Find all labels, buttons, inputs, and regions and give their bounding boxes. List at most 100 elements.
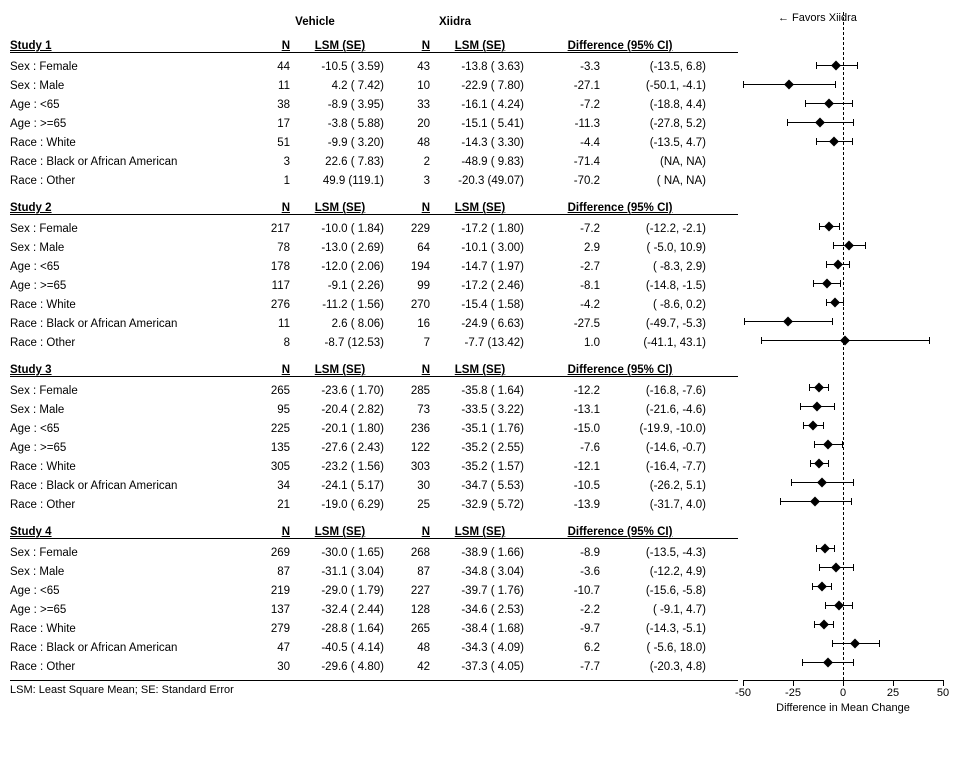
cell-n-vehicle: 135: [250, 442, 290, 454]
cell-diff: -70.2: [530, 175, 600, 187]
cell-ci: (-16.4, -7.7): [600, 461, 710, 473]
row-label: Sex : Female: [10, 223, 250, 235]
cell-lsm-xiidra: -35.2 ( 1.57): [430, 461, 530, 473]
study-title: Study 3: [10, 364, 250, 376]
study-header: Study 2NLSM (SE)NLSM (SE)Difference (95%…: [10, 196, 738, 215]
cell-lsm-xiidra: -17.2 ( 2.46): [430, 280, 530, 292]
cell-n-vehicle: 137: [250, 604, 290, 616]
cell-lsm-vehicle: -23.6 ( 1.70): [290, 385, 390, 397]
table-row: Race : Black or African American34-24.1 …: [10, 476, 738, 495]
cell-n-vehicle: 11: [250, 80, 290, 92]
forest-plot-figure: Vehicle Xiidra Study 1NLSM (SE)NLSM (SE)…: [10, 12, 950, 716]
table-row: Age : >=65117-9.1 ( 2.26)99-17.2 ( 2.46)…: [10, 276, 738, 295]
cell-lsm-vehicle: -30.0 ( 1.65): [290, 547, 390, 559]
cell-lsm-xiidra: -38.4 ( 1.68): [430, 623, 530, 635]
axis-tick-label: -50: [735, 687, 751, 699]
cell-ci: (-13.5, -4.3): [600, 547, 710, 559]
cell-n-vehicle: 178: [250, 261, 290, 273]
cell-ci: (-15.6, -5.8): [600, 585, 710, 597]
cell-lsm-vehicle: -8.9 ( 3.95): [290, 99, 390, 111]
table-row: Race : White279-28.8 ( 1.64)265-38.4 ( 1…: [10, 619, 738, 638]
col-n: N: [390, 364, 430, 376]
cell-n-xiidra: 3: [390, 175, 430, 187]
axis-tick-label: 50: [937, 687, 949, 699]
row-label: Race : Other: [10, 175, 250, 187]
row-label: Race : White: [10, 137, 250, 149]
table-row: Sex : Female265-23.6 ( 1.70)285-35.8 ( 1…: [10, 381, 738, 400]
axis-tick-label: 25: [887, 687, 899, 699]
axis-title: Difference in Mean Change: [738, 702, 948, 714]
study-header: Study 1NLSM (SE)NLSM (SE)Difference (95%…: [10, 34, 738, 53]
col-n: N: [250, 40, 290, 52]
table-row: Race : Other8-8.7 (12.53)7-7.7 (13.42)1.…: [10, 333, 738, 352]
row-label: Race : Black or African American: [10, 156, 250, 168]
cell-n-vehicle: 225: [250, 423, 290, 435]
cell-n-vehicle: 38: [250, 99, 290, 111]
table-row: Race : White51-9.9 ( 3.20)48-14.3 ( 3.30…: [10, 133, 738, 152]
row-label: Race : Other: [10, 661, 250, 673]
row-label: Race : Other: [10, 499, 250, 511]
cell-lsm-xiidra: -15.1 ( 5.41): [430, 118, 530, 130]
cell-diff: -3.6: [530, 566, 600, 578]
cell-n-xiidra: 64: [390, 242, 430, 254]
row-label: Sex : Female: [10, 547, 250, 559]
cell-n-xiidra: 194: [390, 261, 430, 273]
col-n: N: [250, 526, 290, 538]
col-n: N: [250, 364, 290, 376]
cell-lsm-vehicle: -31.1 ( 3.04): [290, 566, 390, 578]
row-label: Race : Black or African American: [10, 480, 250, 492]
cell-n-vehicle: 1: [250, 175, 290, 187]
cell-lsm-vehicle: -8.7 (12.53): [290, 337, 390, 349]
table-row: Age : >=6517-3.8 ( 5.88)20-15.1 ( 5.41)-…: [10, 114, 738, 133]
cell-ci: (-12.2, 4.9): [600, 566, 710, 578]
col-n: N: [390, 40, 430, 52]
cell-n-xiidra: 42: [390, 661, 430, 673]
cell-n-xiidra: 33: [390, 99, 430, 111]
cell-ci: ( -8.3, 2.9): [600, 261, 710, 273]
cell-n-xiidra: 10: [390, 80, 430, 92]
cell-lsm-xiidra: -35.1 ( 1.76): [430, 423, 530, 435]
cell-n-vehicle: 265: [250, 385, 290, 397]
cell-n-xiidra: 229: [390, 223, 430, 235]
cell-n-xiidra: 99: [390, 280, 430, 292]
col-n: N: [250, 202, 290, 214]
cell-ci: (-27.8, 5.2): [600, 118, 710, 130]
cell-ci: (-13.5, 6.8): [600, 61, 710, 73]
axis-tick-label: 0: [840, 687, 846, 699]
cell-lsm-xiidra: -15.4 ( 1.58): [430, 299, 530, 311]
col-lsm-se: LSM (SE): [290, 526, 390, 538]
study-title: Study 4: [10, 526, 250, 538]
col-lsm-se: LSM (SE): [430, 364, 530, 376]
table-row: Race : Other21-19.0 ( 6.29)25-32.9 ( 5.7…: [10, 495, 738, 514]
cell-lsm-vehicle: -40.5 ( 4.14): [290, 642, 390, 654]
cell-lsm-xiidra: -34.8 ( 3.04): [430, 566, 530, 578]
cell-n-xiidra: 25: [390, 499, 430, 511]
cell-diff: 1.0: [530, 337, 600, 349]
cell-n-xiidra: 87: [390, 566, 430, 578]
cell-ci: (-41.1, 43.1): [600, 337, 710, 349]
cell-lsm-vehicle: -23.2 ( 1.56): [290, 461, 390, 473]
cell-diff: -27.1: [530, 80, 600, 92]
top-headers: Vehicle Xiidra: [10, 12, 738, 28]
table-row: Race : Black or African American47-40.5 …: [10, 638, 738, 657]
row-label: Age : >=65: [10, 280, 250, 292]
col-diff: Difference (95% CI): [530, 40, 710, 52]
cell-lsm-xiidra: -32.9 ( 5.72): [430, 499, 530, 511]
x-axis: -50-2502550Difference in Mean Change: [738, 676, 948, 716]
cell-lsm-vehicle: -32.4 ( 2.44): [290, 604, 390, 616]
cell-n-xiidra: 270: [390, 299, 430, 311]
cell-n-vehicle: 21: [250, 499, 290, 511]
cell-n-xiidra: 43: [390, 61, 430, 73]
cell-lsm-vehicle: -13.0 ( 2.69): [290, 242, 390, 254]
cell-diff: -8.1: [530, 280, 600, 292]
cell-n-xiidra: 265: [390, 623, 430, 635]
cell-diff: -12.1: [530, 461, 600, 473]
cell-diff: -4.2: [530, 299, 600, 311]
table-row: Sex : Female44-10.5 ( 3.59)43-13.8 ( 3.6…: [10, 57, 738, 76]
cell-n-vehicle: 44: [250, 61, 290, 73]
cell-diff: 6.2: [530, 642, 600, 654]
cell-lsm-vehicle: -3.8 ( 5.88): [290, 118, 390, 130]
cell-n-vehicle: 279: [250, 623, 290, 635]
cell-diff: -3.3: [530, 61, 600, 73]
table-row: Age : <65225-20.1 ( 1.80)236-35.1 ( 1.76…: [10, 419, 738, 438]
